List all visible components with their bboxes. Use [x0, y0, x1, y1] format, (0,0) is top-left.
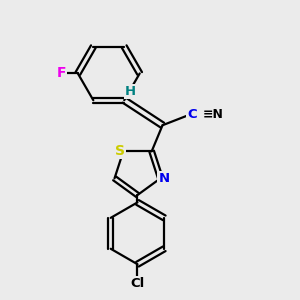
Text: H: H	[125, 85, 136, 98]
Text: C: C	[187, 108, 197, 122]
Text: Cl: Cl	[130, 278, 145, 290]
Text: S: S	[115, 144, 125, 158]
Text: N: N	[158, 172, 169, 185]
Text: F: F	[56, 66, 66, 80]
Text: ≡N: ≡N	[203, 108, 224, 122]
